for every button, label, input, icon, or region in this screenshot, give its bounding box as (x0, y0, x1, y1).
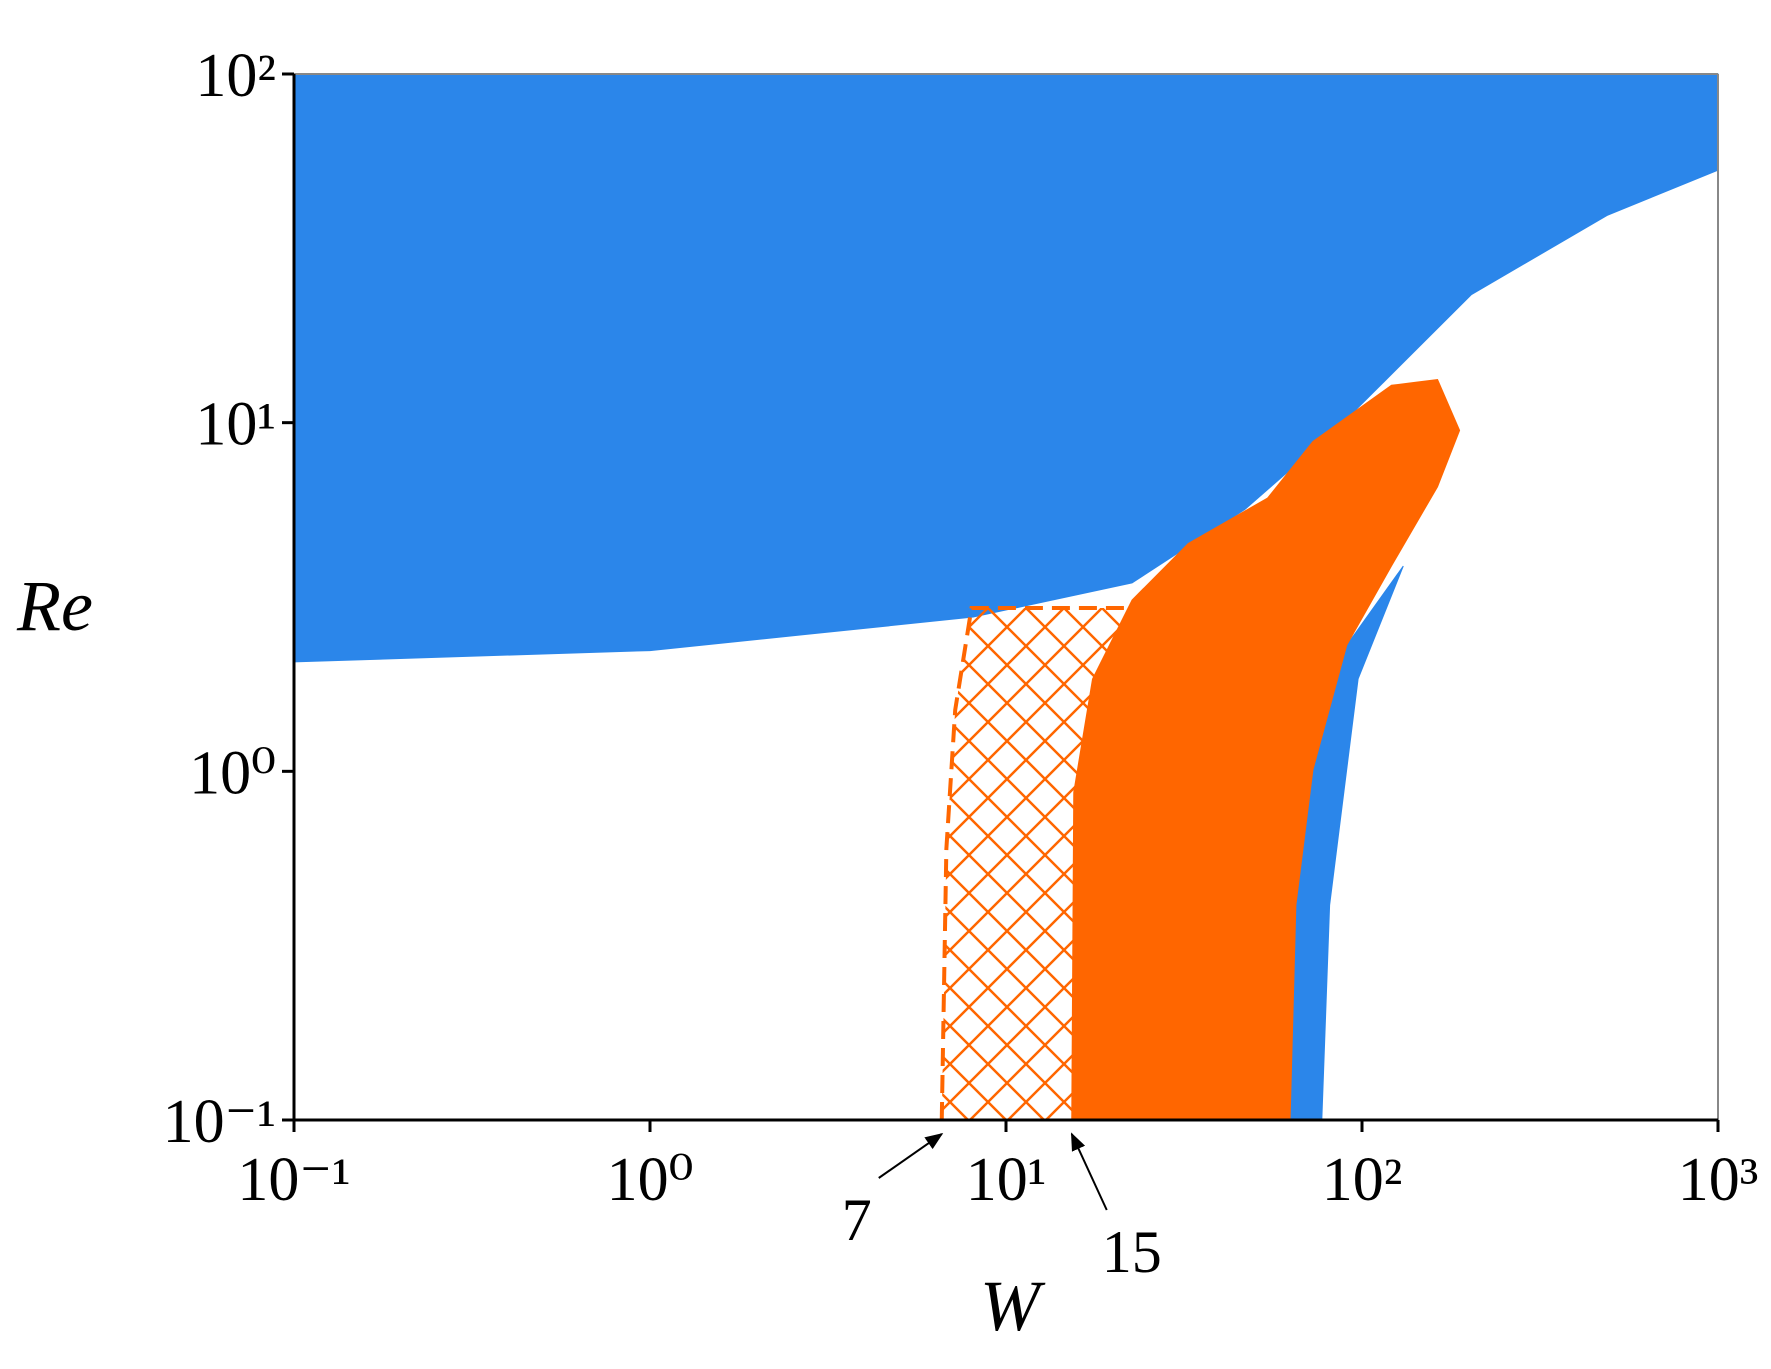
annotation: 7 (842, 1187, 872, 1253)
y-tick-label: 10² (195, 42, 276, 110)
plot-area (293, 73, 1719, 1121)
y-tick-label: 10¹ (195, 391, 276, 459)
x-tick-label: 10¹ (966, 1146, 1047, 1214)
y-tick-label: 10⁰ (189, 739, 276, 807)
x-tick-label: 10⁰ (607, 1146, 694, 1214)
x-axis-label: W (980, 1266, 1046, 1346)
annotation: 15 (1102, 1219, 1162, 1285)
x-tick-label: 10⁻¹ (237, 1146, 350, 1214)
hatched-region (941, 608, 1133, 1120)
region (293, 73, 1719, 663)
annotation-arrow (1070, 1132, 1108, 1211)
x-tick-label: 10³ (1678, 1146, 1759, 1214)
dashed-boundary (939, 606, 1133, 1121)
x-tick-label: 10² (1322, 1146, 1403, 1214)
y-tick-label: 10⁻¹ (163, 1088, 276, 1156)
y-axis-label: Re (16, 566, 93, 646)
annotation-arrow (878, 1132, 944, 1179)
